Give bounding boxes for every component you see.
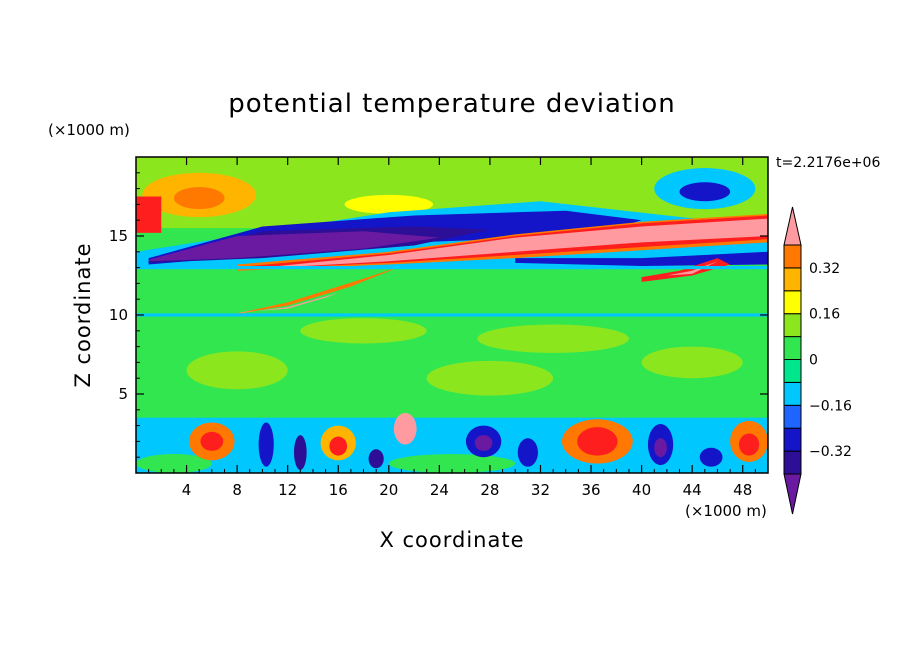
x-tick-label: 4 bbox=[182, 481, 192, 499]
region-bl-cold-3-core bbox=[474, 435, 493, 451]
colorbar-box bbox=[783, 336, 802, 361]
colorbar: 0.32 0.16 0 −0.16 −0.32 bbox=[783, 206, 852, 515]
colorbar-box bbox=[783, 359, 802, 383]
region-bl-warm-4-core bbox=[738, 433, 760, 456]
region-bl-warm-2-core bbox=[329, 436, 348, 456]
region-cold-band-purple bbox=[148, 231, 440, 262]
colorbar-tick-label: −0.32 bbox=[809, 444, 852, 460]
x-axis: 4 8 12 16 20 24 28 32 36 40 44 48 bbox=[148, 157, 756, 499]
y-tick-label: 15 bbox=[109, 227, 128, 245]
x-tick-label: 40 bbox=[632, 481, 651, 499]
region-band-10km-line bbox=[136, 313, 768, 317]
colorbar-box bbox=[783, 244, 802, 269]
x-tick-label: 20 bbox=[379, 481, 398, 499]
colorbar-box bbox=[783, 313, 802, 338]
y-tick-label: 10 bbox=[109, 306, 128, 324]
x-tick-label: 36 bbox=[581, 481, 600, 499]
region-bl-warm-3-core bbox=[577, 427, 618, 456]
region-warm-sheet-upper-pink bbox=[262, 218, 768, 269]
region-right-warm-streak-core bbox=[666, 261, 718, 276]
region-bl-cold-7 bbox=[368, 449, 384, 469]
x-tick-label: 16 bbox=[329, 481, 348, 499]
y-axis-label: Z coordinate bbox=[71, 242, 95, 387]
region-bl-green-1 bbox=[136, 454, 212, 473]
region-mid-green-patch-3 bbox=[186, 351, 288, 390]
region-left-red-edge bbox=[136, 196, 162, 233]
region-bl-cold-2 bbox=[294, 435, 307, 470]
region-band-13km-line bbox=[136, 266, 768, 270]
x-tick-label: 8 bbox=[232, 481, 242, 499]
region-mid-yellow-patch bbox=[344, 194, 434, 214]
x-tick-label: 48 bbox=[733, 481, 752, 499]
colorbar-box bbox=[783, 290, 802, 315]
colorbar-box bbox=[783, 267, 802, 292]
region-bl-cold-5-core bbox=[654, 438, 667, 458]
colorbar-tick-label: 0.16 bbox=[809, 307, 840, 323]
y-unit-label: (×1000 m) bbox=[48, 121, 130, 139]
chart-title: potential temperature deviation bbox=[228, 89, 675, 119]
region-bl-cold-6 bbox=[699, 447, 723, 467]
colorbar-box bbox=[783, 427, 802, 452]
x-tick-label: 44 bbox=[683, 481, 702, 499]
x-tick-label: 24 bbox=[430, 481, 449, 499]
region-bl-cold-4 bbox=[517, 438, 538, 467]
colorbar-tick-label: 0.32 bbox=[809, 261, 840, 277]
x-tick-label: 32 bbox=[531, 481, 550, 499]
y-axis: 5 10 15 bbox=[109, 172, 768, 458]
colorbar-box bbox=[783, 404, 802, 429]
x-axis-label: X coordinate bbox=[379, 528, 524, 552]
region-right-warm-streak bbox=[641, 258, 731, 282]
colorbar-max-arrow bbox=[783, 206, 802, 246]
colorbar-box bbox=[783, 450, 802, 475]
x-tick-label: 12 bbox=[278, 481, 297, 499]
region-mid-green-patch-1 bbox=[300, 318, 427, 344]
plot-area bbox=[136, 157, 768, 473]
region-mid-green-patch-4 bbox=[426, 360, 554, 396]
colorbar-min-arrow bbox=[783, 473, 802, 515]
region-bl-green-2 bbox=[388, 454, 516, 473]
y-tick-label: 5 bbox=[118, 385, 128, 403]
region-mid-green-patch-5 bbox=[641, 346, 743, 379]
colorbar-tick-label: 0 bbox=[809, 353, 818, 369]
region-bl-warm-1-core bbox=[200, 431, 224, 451]
colorbar-tick-label: −0.16 bbox=[809, 398, 852, 414]
colorbar-box bbox=[783, 381, 802, 406]
x-unit-label: (×1000 m) bbox=[685, 502, 767, 520]
region-right-cold-blob-inner bbox=[679, 182, 731, 202]
region-bl-pink-plume bbox=[393, 412, 417, 445]
time-label: t=2.2176e+06 bbox=[776, 155, 880, 171]
region-mid-green-patch-2 bbox=[477, 324, 629, 353]
x-tick-label: 28 bbox=[480, 481, 499, 499]
region-left-warm-blob-inner bbox=[173, 187, 225, 210]
region-bl-cold-1 bbox=[258, 422, 274, 467]
